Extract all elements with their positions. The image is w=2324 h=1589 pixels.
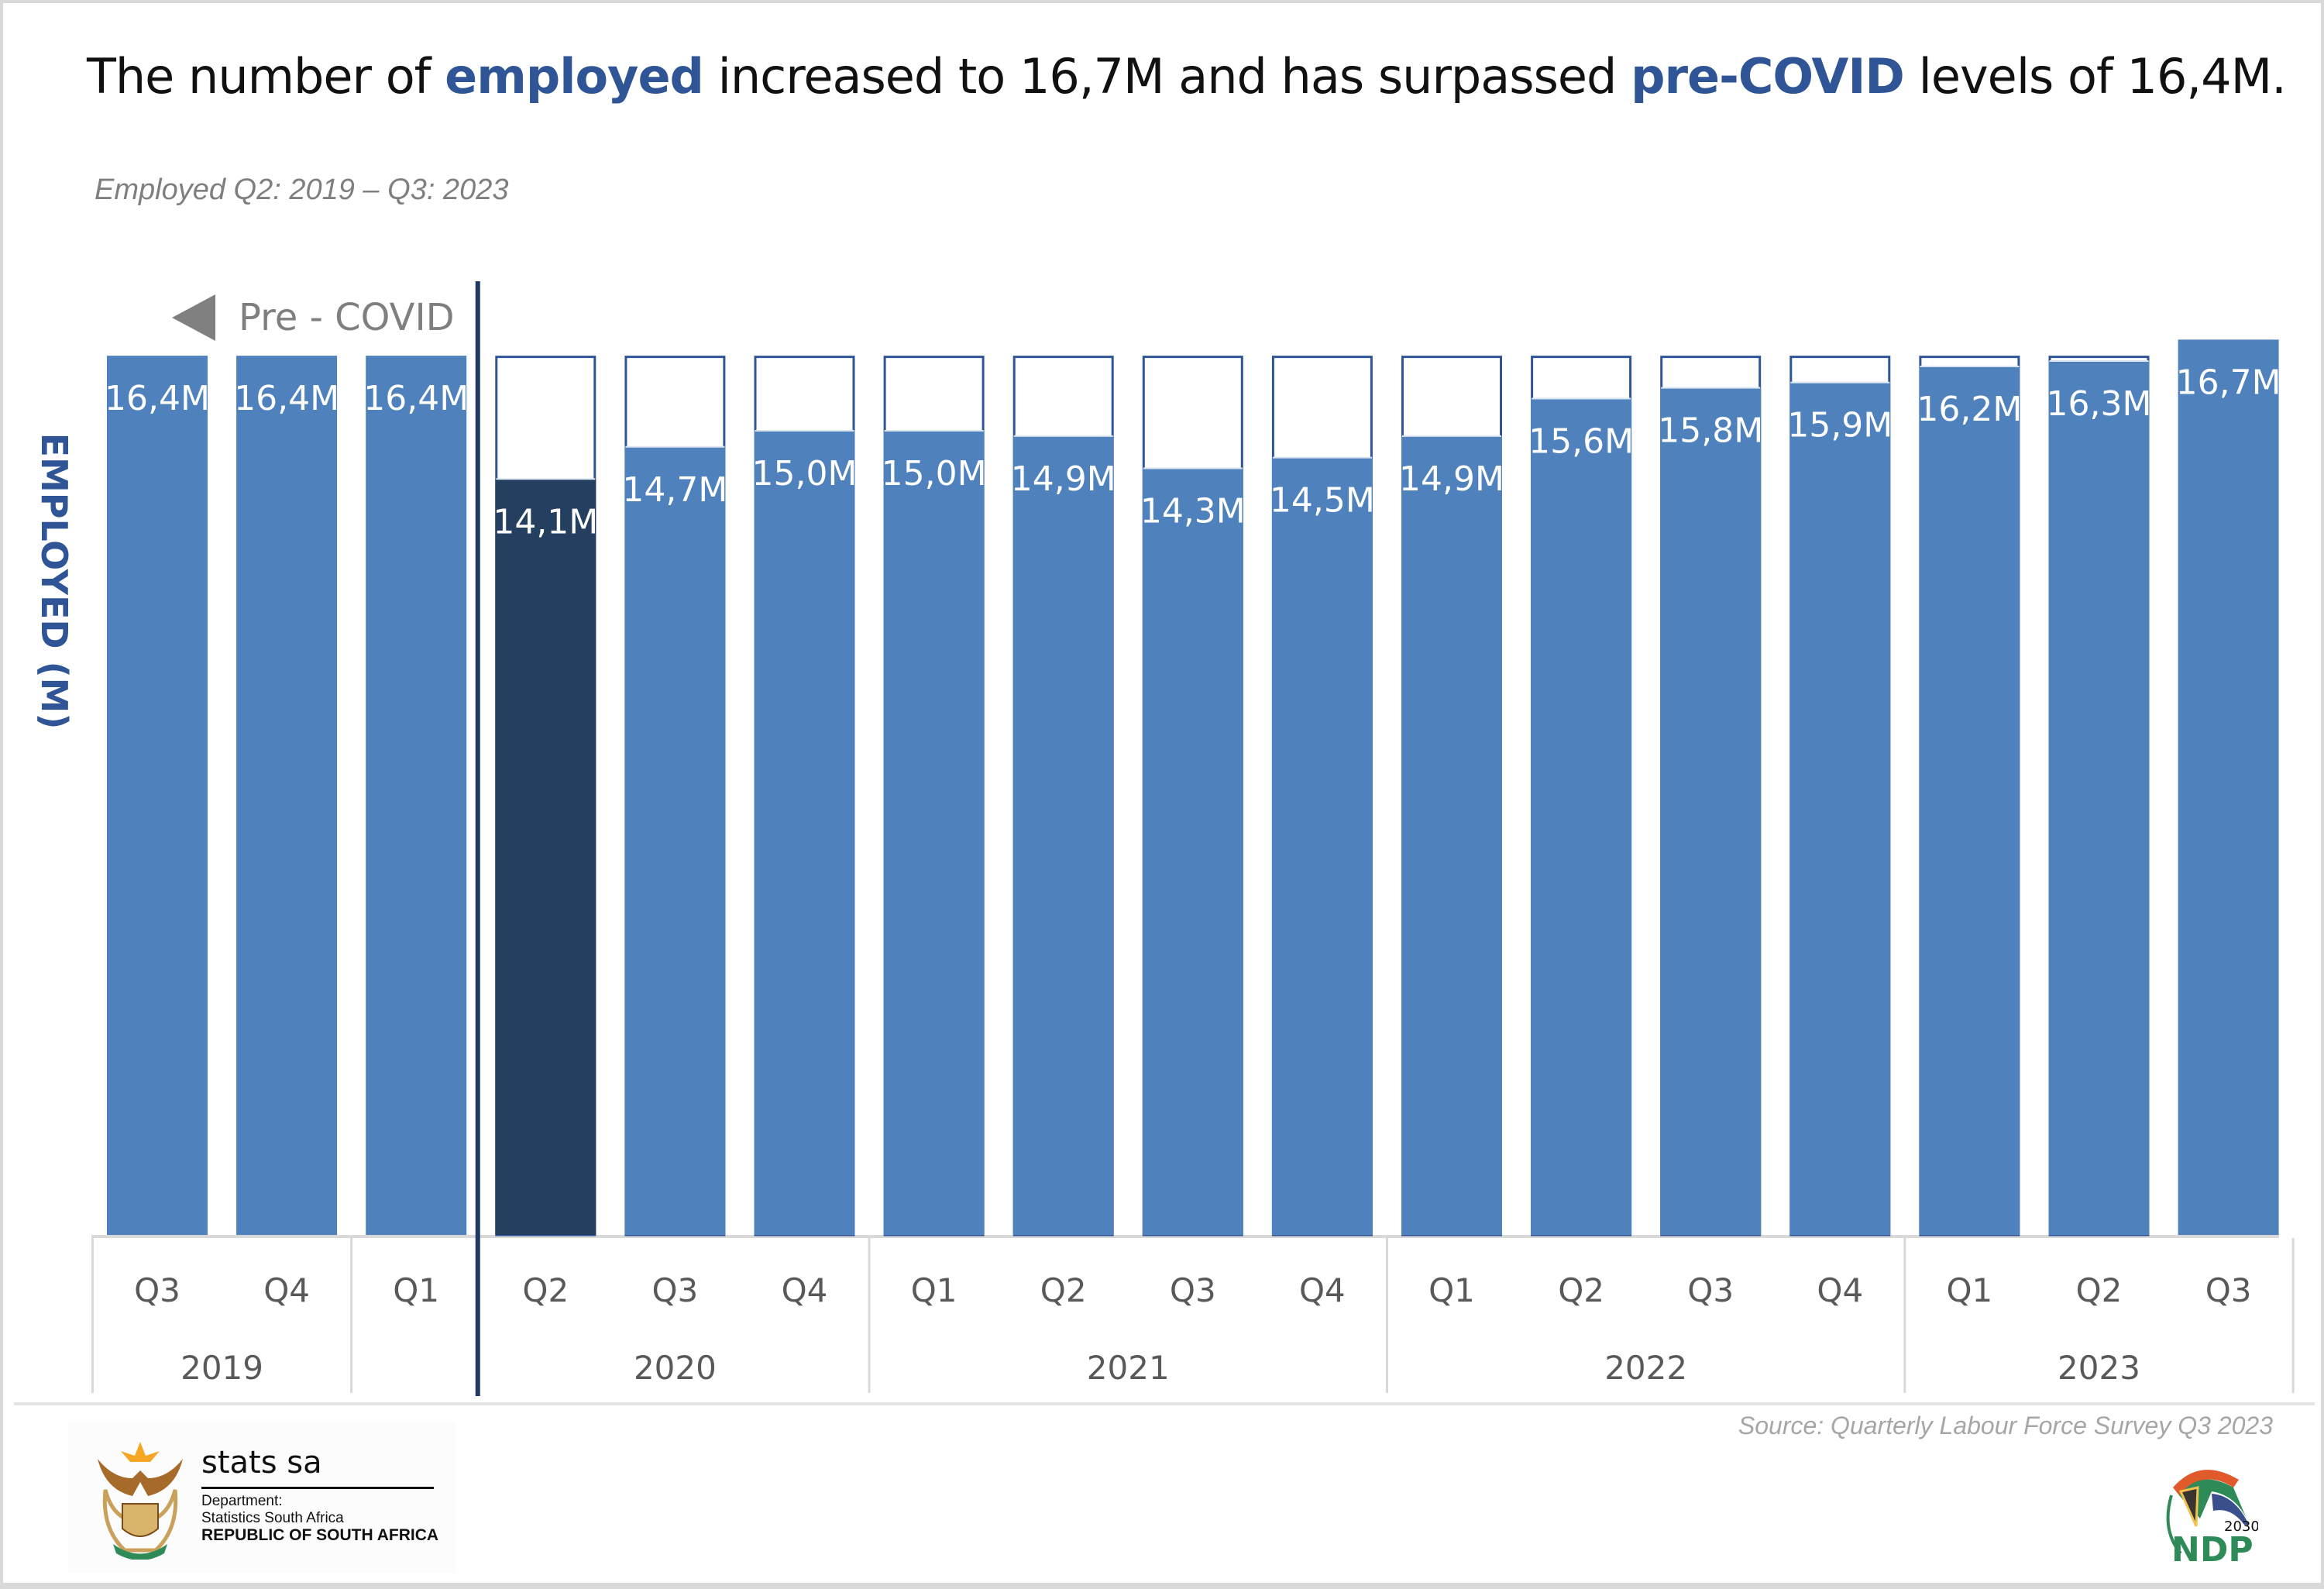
data-label: 15,0M [882,454,987,494]
data-label: 14,3M [1140,491,1246,531]
data-label: 16,3M [2047,384,2152,424]
x-tick-label: Q4 [1299,1271,1346,1309]
dept-line-1: Department: [201,1493,283,1509]
ndp-text: NDP [2171,1530,2254,1565]
bar [1531,398,1632,1235]
title-part: The number of [87,48,445,105]
data-label: 14,9M [1399,459,1504,499]
x-tick-label: Q2 [522,1271,569,1309]
data-label: 16,7M [2176,363,2281,402]
dept-line-2: Statistics South Africa [201,1510,344,1526]
data-label: 16,4M [234,379,339,418]
data-label: 15,8M [1658,411,1763,451]
x-tick-label: Q1 [1947,1271,1993,1309]
x-tick-label: Q1 [1428,1271,1475,1309]
x-year-label: 2020 [634,1349,717,1387]
data-label: 16,2M [1917,390,2022,429]
x-year-label: 2022 [1604,1349,1687,1387]
coat-of-arms-icon [98,1442,183,1560]
department-text: Department: Statistics South Africa REPU… [201,1493,438,1544]
left-triangle-icon [172,294,215,341]
bar [366,356,467,1235]
title-part: levels of 16,4M. [1903,48,2287,105]
bar [1919,366,2020,1236]
data-label: 15,6M [1528,421,1634,461]
ndp-year: 2030 [2224,1518,2258,1535]
x-tick-label: Q3 [134,1271,180,1309]
bar [236,356,338,1235]
title-highlight-precovid: pre-COVID [1631,48,1905,105]
stats-sa-logo: stats sa Department: Statistics South Af… [68,1422,456,1573]
slide-title: The number of employed increased to 16,7… [87,48,2287,105]
x-tick-label: Q4 [263,1271,310,1309]
data-label: 14,5M [1270,481,1375,521]
x-tick-label: Q2 [1558,1271,1604,1309]
data-label: 15,0M [752,454,858,494]
bar [1271,457,1373,1235]
org-name-underline [201,1487,434,1489]
x-year-label: 2021 [1087,1349,1170,1387]
data-label: 14,1M [493,502,598,542]
bar [107,356,208,1235]
bar [1401,435,1502,1236]
bar [883,431,985,1235]
title-part: increased to 16,7M and has surpassed [703,48,1631,105]
bar [2048,361,2150,1235]
x-tick-label: Q3 [652,1271,699,1309]
data-label: 15,9M [1787,406,1893,445]
bar [495,479,596,1235]
footer-divider [14,1402,2315,1405]
x-tick-label: Q3 [1170,1271,1216,1309]
x-year-label: 2023 [2058,1349,2140,1387]
bar [2178,339,2279,1235]
chart-subtitle: Employed Q2: 2019 – Q3: 2023 [95,174,509,206]
bar [1142,468,1243,1235]
x-tick-label: Q4 [1817,1271,1863,1309]
x-tick-label: Q2 [1040,1271,1087,1309]
title-highlight-employed: employed [445,48,704,105]
x-tick-label: Q3 [2205,1271,2252,1309]
bar [1012,435,1114,1236]
x-tick-label: Q2 [2076,1271,2123,1309]
ndp-2030-logo: 2030 NDP [2166,1470,2258,1565]
data-label: 14,9M [1011,459,1116,499]
x-tick-label: Q1 [393,1271,439,1309]
data-label: 14,7M [622,470,727,510]
pre-covid-annotation: Pre - COVID [172,294,455,341]
x-year-label: 2019 [180,1349,263,1387]
bar [1789,382,1891,1236]
org-name: stats sa [201,1445,322,1481]
bar [1660,387,1762,1235]
x-tick-label: Q4 [782,1271,828,1309]
source-note: Source: Quarterly Labour Force Survey Q3… [1738,1412,2273,1439]
data-label: 16,4M [105,379,210,418]
x-tick-label: Q3 [1687,1271,1734,1309]
bar [754,431,855,1235]
dept-line-3: REPUBLIC OF SOUTH AFRICA [201,1526,439,1544]
data-label: 16,4M [363,379,469,418]
bar [624,446,726,1235]
pre-covid-label: Pre - COVID [239,296,455,339]
x-tick-label: Q1 [911,1271,957,1309]
